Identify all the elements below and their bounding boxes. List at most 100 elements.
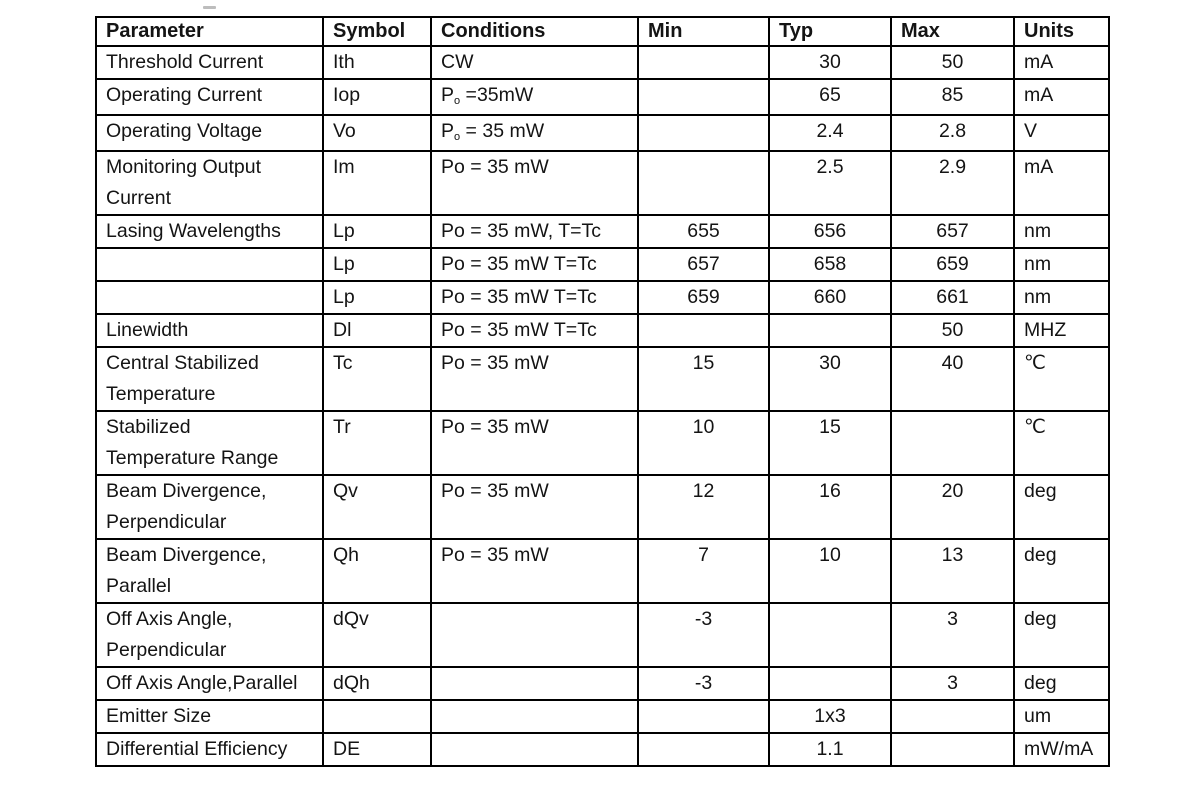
cell-min: 655	[637, 214, 770, 249]
cell-min	[637, 732, 770, 767]
cell-min	[637, 699, 770, 734]
cell-symbol: Tr	[322, 410, 432, 476]
cell-parameter: Off Axis Angle,Parallel	[95, 666, 324, 701]
spec-sheet: Parameter Symbol Conditions Min Typ Max Units …	[95, 16, 1110, 767]
cell-symbol: DE	[322, 732, 432, 767]
cell-max	[890, 699, 1015, 734]
table-row: Operating Voltage Vo Po = 35 mW 2.4 2.8 V	[95, 114, 1110, 152]
cell-typ: 660	[768, 280, 892, 315]
table-row: Off Axis Angle,Parallel dQh -3 3 deg	[95, 666, 1110, 701]
cell-conditions: Po = 35 mW	[430, 114, 639, 152]
cell-max: 50	[890, 313, 1015, 348]
table-row: Operating Current Iop Po =35mW 65 85 mA	[95, 78, 1110, 116]
cell-units: V	[1013, 114, 1110, 152]
cell-symbol: Ith	[322, 45, 432, 80]
cell-units: nm	[1013, 280, 1110, 315]
cell-parameter: Beam Divergence, Parallel	[95, 538, 324, 604]
column-header-symbol: Symbol	[322, 16, 432, 47]
cell-max: 13	[890, 538, 1015, 604]
table-row: Beam Divergence, Perpendicular Qv Po = 35 …	[95, 474, 1110, 540]
cell-typ: 1x3	[768, 699, 892, 734]
table-row: Emitter Size 1x3 um	[95, 699, 1110, 734]
cell-parameter: Central Stabilized Temperature	[95, 346, 324, 412]
table-row: Lp Po = 35 mW T=Tc 657 658 659 nm	[95, 247, 1110, 282]
cell-symbol	[322, 699, 432, 734]
cell-parameter: Differential Efficiency	[95, 732, 324, 767]
cell-min	[637, 78, 770, 116]
column-header-typ: Typ	[768, 16, 892, 47]
cell-typ: 1.1	[768, 732, 892, 767]
cell-symbol: Qh	[322, 538, 432, 604]
cell-min: 15	[637, 346, 770, 412]
cell-typ: 30	[768, 346, 892, 412]
cell-conditions: Po = 35 mW T=Tc	[430, 247, 639, 282]
cell-max: 659	[890, 247, 1015, 282]
cell-conditions: Po = 35 mW	[430, 474, 639, 540]
cell-max: 3	[890, 666, 1015, 701]
cell-units: mW/mA	[1013, 732, 1110, 767]
cell-min: 10	[637, 410, 770, 476]
cell-max: 50	[890, 45, 1015, 80]
cell-typ: 30	[768, 45, 892, 80]
cell-min	[637, 114, 770, 152]
cell-symbol: Lp	[322, 247, 432, 282]
table-row: Stabilized Temperature Range Tr Po = 35 mW…	[95, 410, 1110, 476]
cell-parameter: Off Axis Angle, Perpendicular	[95, 602, 324, 668]
cell-max: 20	[890, 474, 1015, 540]
cell-units: deg	[1013, 538, 1110, 604]
cell-min: -3	[637, 666, 770, 701]
cell-typ	[768, 313, 892, 348]
cell-units: um	[1013, 699, 1110, 734]
cell-parameter: Beam Divergence, Perpendicular	[95, 474, 324, 540]
table-row: Differential Efficiency DE 1.1 mW/mA	[95, 732, 1110, 767]
cell-max: 661	[890, 280, 1015, 315]
cell-max: 657	[890, 214, 1015, 249]
table-body: Threshold Current Ith CW 30 50 mA Operating Cu…	[95, 45, 1110, 767]
cell-typ	[768, 602, 892, 668]
cell-units: ℃	[1013, 346, 1110, 412]
cell-units: mA	[1013, 78, 1110, 116]
cell-max: 85	[890, 78, 1015, 116]
cell-typ: 656	[768, 214, 892, 249]
cell-units: ℃	[1013, 410, 1110, 476]
cell-units: deg	[1013, 474, 1110, 540]
cell-parameter: Stabilized Temperature Range	[95, 410, 324, 476]
table-row: Off Axis Angle, Perpendicular dQv -3 3 deg	[95, 602, 1110, 668]
cell-conditions: Po = 35 mW, T=Tc	[430, 214, 639, 249]
cell-symbol: dQv	[322, 602, 432, 668]
table-row: Threshold Current Ith CW 30 50 mA	[95, 45, 1110, 80]
spec-table: Parameter Symbol Conditions Min Typ Max Units …	[95, 16, 1110, 767]
cell-min: -3	[637, 602, 770, 668]
cell-conditions: Po = 35 mW T=Tc	[430, 280, 639, 315]
cell-typ: 15	[768, 410, 892, 476]
cell-units: deg	[1013, 602, 1110, 668]
cell-max: 2.8	[890, 114, 1015, 152]
cell-symbol: dQh	[322, 666, 432, 701]
cell-parameter: Emitter Size	[95, 699, 324, 734]
cell-typ: 658	[768, 247, 892, 282]
cell-min: 657	[637, 247, 770, 282]
cell-parameter: Operating Current	[95, 78, 324, 116]
cell-min	[637, 45, 770, 80]
cell-parameter: Threshold Current	[95, 45, 324, 80]
cell-typ: 65	[768, 78, 892, 116]
cell-symbol: Iop	[322, 78, 432, 116]
column-header-parameter: Parameter	[95, 16, 324, 47]
column-header-max: Max	[890, 16, 1015, 47]
cell-conditions	[430, 732, 639, 767]
cell-min: 12	[637, 474, 770, 540]
cell-conditions	[430, 602, 639, 668]
cell-min: 659	[637, 280, 770, 315]
column-header-units: Units	[1013, 16, 1110, 47]
cell-conditions: Po = 35 mW	[430, 410, 639, 476]
cell-symbol: Im	[322, 150, 432, 216]
cell-typ: 16	[768, 474, 892, 540]
cell-min	[637, 150, 770, 216]
cell-typ	[768, 666, 892, 701]
cell-conditions: CW	[430, 45, 639, 80]
table-row: Lasing Wavelengths Lp Po = 35 mW, T=Tc 655 6…	[95, 214, 1110, 249]
cell-conditions: Po = 35 mW	[430, 346, 639, 412]
column-header-min: Min	[637, 16, 770, 47]
table-row: Lp Po = 35 mW T=Tc 659 660 661 nm	[95, 280, 1110, 315]
cell-symbol: Vo	[322, 114, 432, 152]
